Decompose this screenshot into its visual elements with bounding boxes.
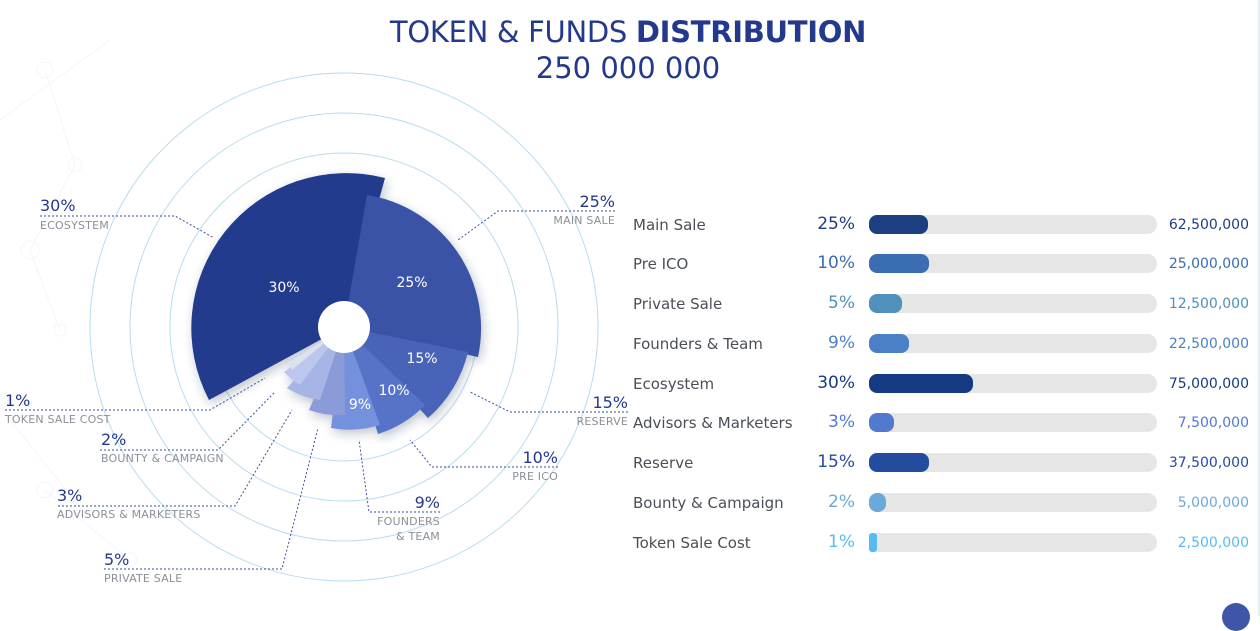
row-name: Main Sale bbox=[633, 216, 706, 234]
progress-fill bbox=[869, 294, 902, 313]
row-name: Bounty & Campaign bbox=[633, 494, 784, 512]
pie-slices bbox=[191, 173, 482, 434]
progress-track bbox=[869, 215, 1157, 234]
row-amount: 12,500,000 bbox=[1168, 296, 1249, 312]
scroll-to-top-button[interactable] bbox=[1222, 603, 1250, 631]
slice-label-pre-ico: 10% bbox=[378, 383, 409, 399]
slice-main-sale[interactable] bbox=[344, 195, 482, 357]
slice-label-main-sale: 25% bbox=[396, 275, 427, 291]
callout-pre-ico: 10% PRE ICO bbox=[512, 448, 558, 484]
table-row-founders-team: Founders & Team 9% 22,500,000 bbox=[633, 331, 1253, 359]
table-row-token-sale-cost: Token Sale Cost 1% 2,500,000 bbox=[633, 530, 1253, 558]
row-percent: 10% bbox=[817, 253, 855, 273]
row-percent: 3% bbox=[828, 412, 855, 432]
progress-track bbox=[869, 254, 1157, 273]
row-percent: 9% bbox=[828, 333, 855, 353]
slice-label-founders: 9% bbox=[349, 397, 371, 413]
title-bold: DISTRIBUTION bbox=[635, 15, 867, 49]
table-row-pre-ico: Pre ICO 10% 25,000,000 bbox=[633, 251, 1253, 279]
progress-track bbox=[869, 374, 1157, 393]
row-percent: 15% bbox=[817, 452, 855, 472]
callout-main-sale: 25% MAIN SALE bbox=[553, 192, 615, 228]
table-row-ecosystem: Ecosystem 30% 75,000,000 bbox=[633, 371, 1253, 399]
row-name: Advisors & Marketers bbox=[633, 414, 793, 432]
page-title: TOKEN & FUNDS DISTRIBUTION bbox=[0, 14, 1256, 50]
row-percent: 25% bbox=[817, 214, 855, 234]
progress-track bbox=[869, 413, 1157, 432]
row-name: Private Sale bbox=[633, 295, 723, 313]
row-name: Founders & Team bbox=[633, 335, 763, 353]
slice-pre-ico[interactable] bbox=[344, 327, 425, 434]
row-name: Pre ICO bbox=[633, 255, 689, 273]
callout-ecosystem: 30% ECOSYSTEM bbox=[40, 196, 109, 233]
leader-lines bbox=[5, 210, 628, 570]
row-amount: 62,500,000 bbox=[1168, 217, 1249, 233]
callout-founders-team: 9% FOUNDERS & TEAM bbox=[377, 493, 440, 544]
network-background bbox=[0, 39, 138, 568]
table-row-private-sale: Private Sale 5% 12,500,000 bbox=[633, 291, 1253, 319]
row-amount: 37,500,000 bbox=[1168, 455, 1249, 471]
progress-fill bbox=[869, 334, 909, 353]
table-row-main-sale: Main Sale 25% 62,500,000 bbox=[633, 212, 1253, 240]
row-amount: 7,500,000 bbox=[1177, 415, 1249, 431]
row-percent: 30% bbox=[817, 373, 855, 393]
slice-reserve[interactable] bbox=[344, 327, 468, 418]
progress-fill bbox=[869, 215, 928, 234]
progress-track bbox=[869, 294, 1157, 313]
progress-fill bbox=[869, 374, 973, 393]
row-name: Token Sale Cost bbox=[633, 534, 751, 552]
row-amount: 22,500,000 bbox=[1168, 336, 1249, 352]
progress-fill bbox=[869, 413, 894, 432]
callout-private-sale: 5% PRIVATE SALE bbox=[104, 550, 183, 586]
row-name: Reserve bbox=[633, 454, 694, 472]
table-row-bounty-campaign: Bounty & Campaign 2% 5,000,000 bbox=[633, 490, 1253, 518]
slice-label-reserve: 15% bbox=[406, 351, 437, 367]
progress-track bbox=[869, 334, 1157, 353]
table-row-reserve: Reserve 15% 37,500,000 bbox=[633, 450, 1253, 478]
progress-fill bbox=[869, 254, 929, 273]
pie-chart: 30% 25% 15% 10% 9% bbox=[0, 39, 628, 582]
progress-fill bbox=[869, 493, 886, 512]
callout-token-sale-cost: 1% TOKEN SALE COST bbox=[5, 391, 111, 427]
callout-reserve: 15% RESERVE bbox=[576, 393, 628, 429]
progress-fill bbox=[869, 533, 877, 552]
callout-bounty-campaign: 2% BOUNTY & CAMPAIGN bbox=[101, 430, 224, 466]
progress-track bbox=[869, 493, 1157, 512]
total-supply: 250 000 000 bbox=[535, 51, 721, 85]
row-percent: 2% bbox=[828, 492, 855, 512]
callout-advisors-marketers: 3% ADVISORS & MARKETERS bbox=[57, 486, 201, 522]
scrollbar[interactable] bbox=[1258, 0, 1260, 616]
row-amount: 25,000,000 bbox=[1168, 256, 1249, 272]
slice-label-ecosystem: 30% bbox=[268, 280, 299, 296]
row-amount: 2,500,000 bbox=[1177, 535, 1249, 551]
table-row-advisors-marketers: Advisors & Marketers 3% 7,500,000 bbox=[633, 410, 1253, 438]
progress-fill bbox=[869, 453, 929, 472]
row-percent: 5% bbox=[828, 293, 855, 313]
progress-track bbox=[869, 453, 1157, 472]
title-light: TOKEN & FUNDS bbox=[389, 15, 636, 49]
row-name: Ecosystem bbox=[633, 375, 715, 393]
slice-ecosystem[interactable] bbox=[191, 173, 385, 400]
row-percent: 1% bbox=[828, 532, 855, 552]
pie-center-hole bbox=[318, 301, 370, 353]
progress-track bbox=[869, 533, 1157, 552]
row-amount: 5,000,000 bbox=[1177, 495, 1249, 511]
row-amount: 75,000,000 bbox=[1168, 376, 1249, 392]
